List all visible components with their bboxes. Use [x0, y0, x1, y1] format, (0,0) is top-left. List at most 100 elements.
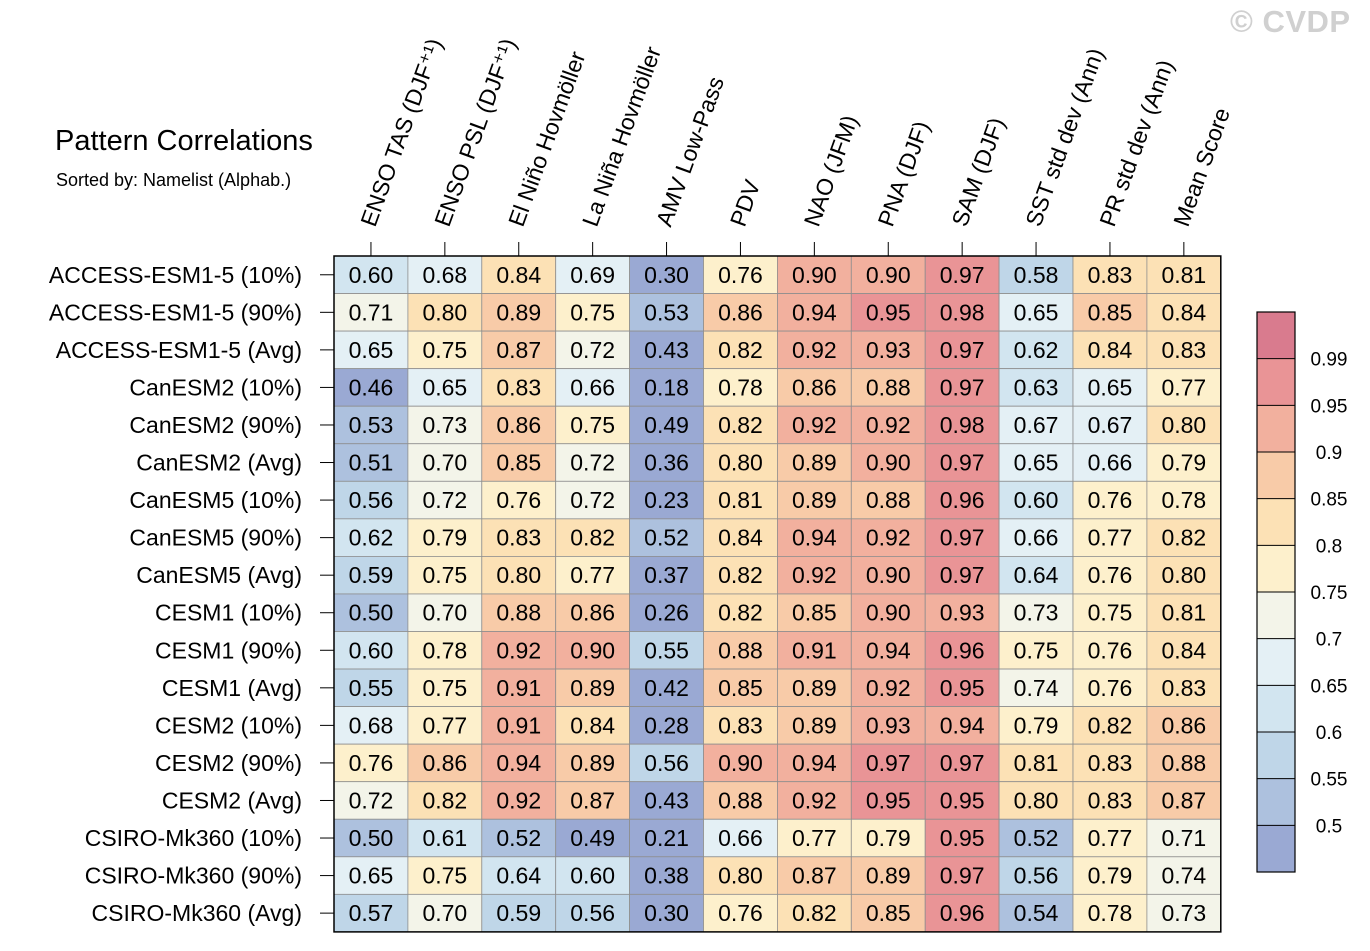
heatmap-cell [1072, 856, 1148, 895]
heatmap-cell [998, 856, 1074, 895]
heatmap-cell [703, 330, 778, 370]
cell-value-label: 0.55 [349, 675, 394, 701]
cell-value-label: 0.82 [718, 562, 763, 588]
cell-value-label: 0.74 [1014, 675, 1059, 701]
row-label: CSIRO-Mk360 (Avg) [92, 900, 302, 926]
heatmap-cell [333, 781, 409, 820]
heatmap-cell [777, 631, 852, 670]
cell-value-label: 0.56 [1014, 863, 1059, 889]
cell-value-label: 0.75 [422, 337, 467, 363]
colorbar-label: 0.65 [1311, 676, 1348, 697]
cell-value-label: 0.86 [570, 600, 615, 626]
cell-value-label: 0.86 [718, 299, 763, 325]
column-label: PDV [725, 176, 766, 230]
cell-value-label: 0.92 [496, 637, 541, 663]
cell-value-label: 0.91 [496, 675, 541, 701]
cell-value-label: 0.89 [496, 299, 541, 325]
cell-value-label: 0.68 [422, 262, 467, 288]
cell-value-label: 0.75 [1088, 600, 1133, 626]
cell-value-label: 0.78 [1088, 900, 1133, 926]
cell-value-label: 0.95 [866, 299, 911, 325]
cell-value-label: 0.90 [866, 600, 911, 626]
heatmap-cell [555, 443, 631, 482]
heatmap-cell [924, 593, 1000, 632]
colorbar-label: 0.9 [1316, 443, 1342, 464]
cell-value-label: 0.66 [718, 825, 763, 851]
heatmap-cell [333, 818, 409, 858]
heatmap-cell [1072, 405, 1148, 445]
column-label: ENSO TAS (DJF⁺¹) [355, 35, 447, 230]
heatmap-cell [1072, 443, 1148, 482]
heatmap-cell [333, 856, 409, 895]
heatmap-cell [1146, 668, 1222, 707]
heatmap-cell [998, 893, 1074, 933]
cell-value-label: 0.76 [1088, 637, 1133, 663]
cell-value-label: 0.89 [792, 487, 837, 513]
heatmap-cell [407, 480, 483, 520]
cell-value-label: 0.72 [570, 450, 615, 476]
heatmap-cell [1146, 631, 1222, 670]
heatmap-cell [555, 330, 631, 370]
cell-value-label: 0.76 [349, 750, 394, 776]
column-label: SST std dev (Ann) [1020, 45, 1109, 230]
cell-value-label: 0.67 [1088, 412, 1133, 438]
cell-value-label: 0.83 [496, 525, 541, 551]
cell-value-label: 0.97 [940, 562, 985, 588]
heatmap-cell [777, 293, 852, 332]
heatmap-cell [1072, 255, 1148, 294]
cell-value-label: 0.43 [644, 787, 689, 813]
cell-value-label: 0.82 [792, 900, 837, 926]
heatmap-cell [1146, 255, 1222, 294]
cell-value-label: 0.77 [422, 712, 467, 738]
row-label: CSIRO-Mk360 (90%) [85, 863, 302, 889]
column-label: SAM (DJF) [946, 114, 1009, 230]
cell-value-label: 0.93 [866, 712, 911, 738]
heatmap-cell [629, 781, 704, 820]
heatmap-cell [924, 293, 1000, 332]
heatmap-cell [481, 781, 557, 820]
heatmap-cell [998, 480, 1074, 520]
cell-value-label: 0.37 [644, 562, 689, 588]
heatmap-cell [1146, 405, 1222, 445]
heatmap-cell [998, 368, 1074, 407]
cell-value-label: 0.83 [1088, 750, 1133, 776]
cell-value-label: 0.80 [496, 562, 541, 588]
cell-value-label: 0.84 [718, 525, 763, 551]
cell-value-label: 0.80 [718, 863, 763, 889]
cell-value-label: 0.97 [866, 750, 911, 776]
chart-title: Pattern Correlations [55, 125, 313, 157]
cell-value-label: 0.79 [866, 825, 911, 851]
heatmap-cell [1072, 781, 1148, 820]
row-label: ACCESS-ESM1-5 (10%) [49, 262, 302, 288]
cell-value-label: 0.76 [1088, 562, 1133, 588]
cell-value-label: 0.92 [792, 337, 837, 363]
heatmap-cell [850, 556, 926, 595]
cell-value-label: 0.90 [866, 450, 911, 476]
heatmap-cell [924, 480, 1000, 520]
cell-value-label: 0.65 [1088, 374, 1133, 400]
row-label: CanESM5 (90%) [129, 525, 302, 551]
cell-value-label: 0.71 [349, 299, 394, 325]
cell-value-label: 0.57 [349, 900, 394, 926]
cell-value-label: 0.73 [422, 412, 467, 438]
row-label: ACCESS-ESM1-5 (Avg) [56, 337, 302, 363]
cell-value-label: 0.58 [1014, 262, 1059, 288]
colorbar-label: 0.85 [1311, 490, 1348, 511]
cell-value-label: 0.82 [718, 412, 763, 438]
cell-value-label: 0.89 [792, 450, 837, 476]
heatmap-cell [555, 781, 631, 820]
cell-value-label: 0.46 [349, 374, 394, 400]
watermark-text: © CVDP [1230, 4, 1351, 39]
cell-value-label: 0.76 [496, 487, 541, 513]
cell-value-label: 0.64 [1014, 562, 1059, 588]
cell-value-label: 0.66 [570, 374, 615, 400]
cell-value-label: 0.95 [940, 825, 985, 851]
cell-value-label: 0.91 [792, 637, 837, 663]
colorbar-frame [1256, 311, 1296, 873]
cell-value-label: 0.82 [1088, 712, 1133, 738]
row-label: CanESM2 (90%) [129, 412, 302, 438]
cell-value-label: 0.92 [496, 787, 541, 813]
chart-subtitle: Sorted by: Namelist (Alphab.) [56, 170, 292, 190]
column-label: AMV Low-Pass [651, 73, 729, 230]
heatmap-cell [629, 518, 704, 557]
